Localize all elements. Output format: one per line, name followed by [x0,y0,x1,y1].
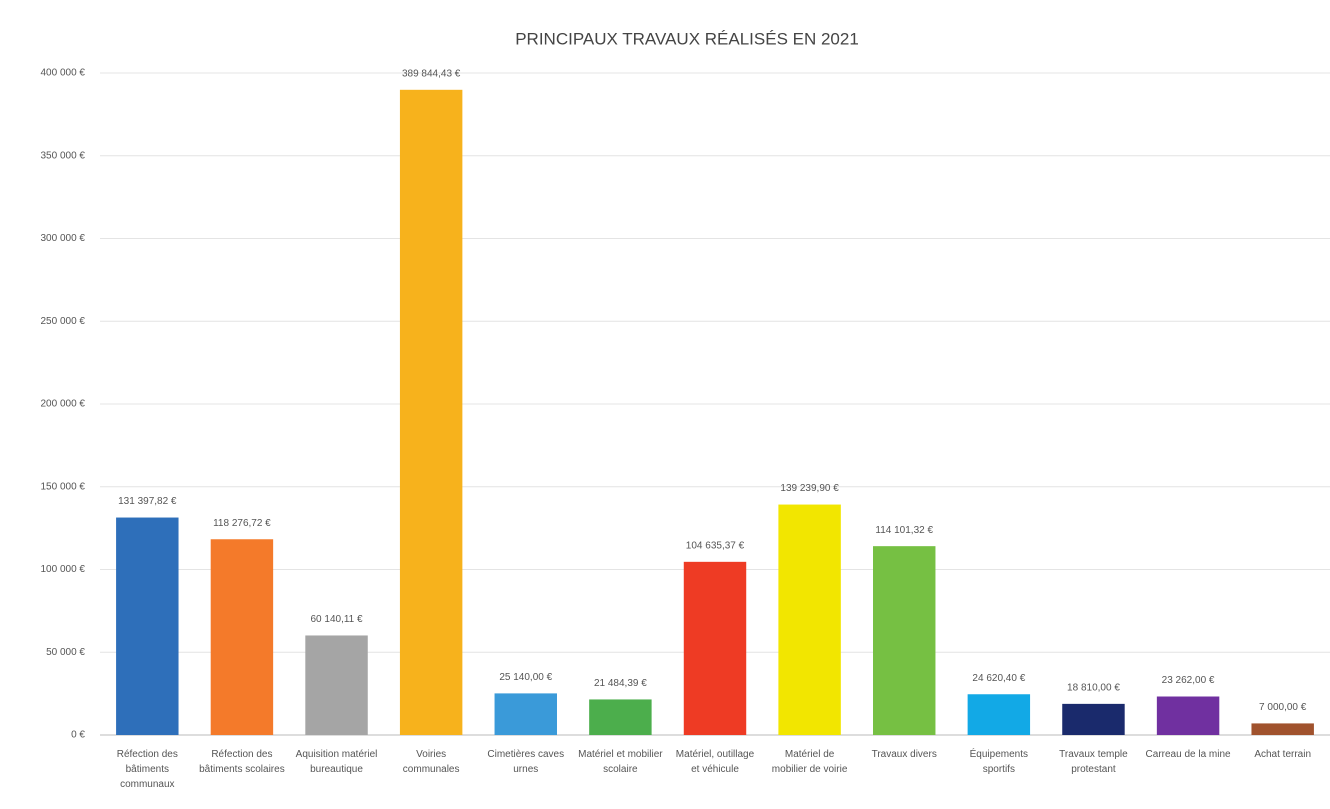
x-tick-label: Travaux divers [871,749,937,760]
bar [494,693,557,735]
x-tick-label: Réfection des bâtiments scolaires [199,749,285,775]
value-label: 25 140,00 € [499,672,552,683]
bar [873,546,936,735]
y-tick-label: 150 000 € [41,481,86,492]
value-label: 7 000,00 € [1259,702,1307,713]
bar [778,504,841,735]
x-tick-label: Travaux temple protestant [1059,749,1128,775]
x-tick-label: Réfection des bâtiments communaux [116,749,178,790]
x-tick-label: Cimetières caves urnes [487,749,565,775]
y-tick-label: 300 000 € [41,233,86,244]
value-label: 23 262,00 € [1162,675,1215,686]
value-label: 118 276,72 € [213,518,271,529]
y-tick-label: 400 000 € [41,68,86,79]
value-label: 21 484,39 € [594,678,647,689]
bar [399,89,463,735]
y-tick-label: 250 000 € [41,316,86,327]
bar [589,699,652,735]
bar [683,561,747,735]
bar [1062,703,1125,735]
value-label: 131 397,82 € [118,496,177,507]
chart-title: PRINCIPAUX TRAVAUX RÉALISÉS EN 2021 [515,29,859,48]
value-label: 104 635,37 € [686,540,745,551]
value-label: 114 101,32 € [875,525,933,536]
value-label: 139 239,90 € [780,483,839,494]
bar [967,694,1031,735]
x-tick-label: Achat terrain [1254,749,1312,760]
y-tick-label: 350 000 € [41,150,86,161]
y-tick-label: 0 € [71,730,85,741]
x-tick-label: Matériel de mobilier de voirie [771,749,848,775]
x-tick-label: Équipements sportifs [969,749,1029,775]
bar [1156,696,1220,735]
y-tick-label: 50 000 € [46,647,85,658]
bar [305,635,368,735]
bar [116,517,179,735]
value-label: 24 620,40 € [972,673,1025,684]
value-label: 60 140,11 € [310,614,363,625]
bar [1251,723,1314,735]
y-tick-label: 200 000 € [41,399,86,410]
y-tick-label: 100 000 € [41,564,86,575]
bar [210,539,274,735]
value-label: 389 844,43 € [402,68,461,79]
value-label: 18 810,00 € [1067,683,1120,694]
x-tick-label: Carreau de la mine [1145,749,1231,760]
x-tick-label: Matériel et mobilier scolaire [578,749,663,775]
x-tick-label: Voiries communales [402,749,460,775]
x-tick-label: Aquisition matériel bureautique [295,749,378,775]
x-tick-label: Matériel, outillage et véhicule [675,749,755,775]
